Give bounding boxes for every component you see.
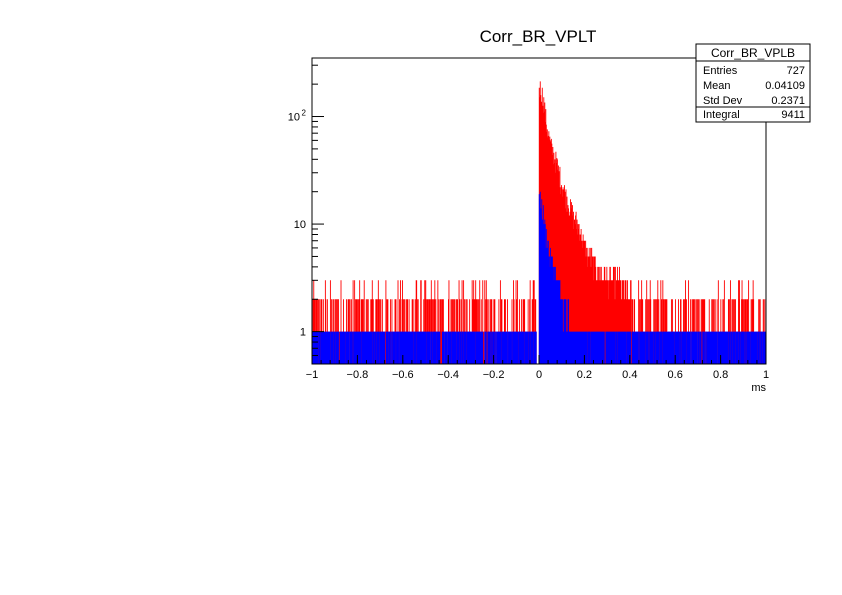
x-tick-label: −0.6	[392, 369, 414, 381]
histogram-bars	[311, 81, 767, 364]
x-axis-label: ms	[751, 382, 766, 394]
y-tick-label: 1	[300, 327, 306, 339]
histogram-bins-1	[311, 191, 767, 364]
x-tick-label: 0.6	[668, 369, 683, 381]
stats-mean-value: 0.04109	[765, 80, 805, 92]
x-tick-label: −1	[306, 369, 319, 381]
x-tick-label: 0.2	[577, 369, 592, 381]
stats-box: Corr_BR_VPLB Entries 727 Mean 0.04109 St…	[695, 43, 811, 123]
stats-box-title: Corr_BR_VPLB	[711, 46, 795, 60]
y-tick-exponent: 2	[302, 109, 307, 118]
stats-stddev-label: Std Dev	[703, 95, 743, 107]
x-tick-label: −0.4	[437, 369, 459, 381]
histogram-series-1	[311, 191, 767, 364]
stats-integral-label: Integral	[703, 109, 740, 121]
x-tick-label: 0.8	[713, 369, 728, 381]
stats-stddev-value: 0.2371	[771, 95, 805, 107]
x-tick-label: 0.4	[622, 369, 637, 381]
stats-box-frame	[695, 43, 811, 123]
stats-entries-label: Entries	[703, 65, 738, 77]
x-tick-label: −0.8	[347, 369, 369, 381]
x-tick-label: 0	[536, 369, 542, 381]
stats-integral-value: 9411	[781, 109, 805, 121]
x-tick-label: −0.2	[483, 369, 505, 381]
chart-title: Corr_BR_VPLT	[480, 27, 597, 46]
x-tick-label: 1	[763, 369, 769, 381]
y-tick-label: 10	[294, 219, 306, 231]
y-tick-label: 10	[288, 112, 300, 124]
stats-mean-label: Mean	[703, 80, 731, 92]
stats-entries-value: 727	[787, 65, 805, 77]
